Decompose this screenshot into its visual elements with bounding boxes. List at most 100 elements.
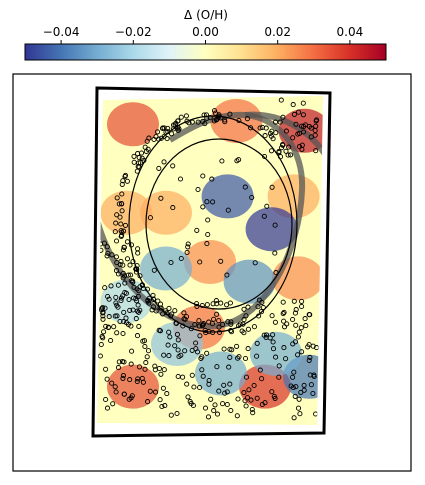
axes-frame bbox=[12, 73, 412, 472]
data-point bbox=[185, 394, 191, 400]
data-point bbox=[248, 125, 254, 131]
data-point bbox=[176, 126, 182, 132]
data-point bbox=[290, 341, 296, 347]
data-point bbox=[310, 343, 316, 349]
cold-spot bbox=[250, 331, 302, 376]
data-point bbox=[203, 330, 209, 336]
cold-spot bbox=[195, 351, 247, 396]
data-point bbox=[204, 241, 210, 247]
data-point bbox=[272, 250, 278, 256]
data-point bbox=[297, 411, 303, 417]
data-point bbox=[308, 382, 314, 388]
data-point bbox=[162, 403, 168, 409]
data-point bbox=[128, 361, 134, 367]
data-point bbox=[161, 352, 167, 358]
data-point bbox=[122, 280, 128, 286]
data-point bbox=[103, 396, 109, 403]
data-point bbox=[110, 401, 116, 407]
data-point bbox=[196, 318, 202, 324]
data-point bbox=[177, 176, 184, 182]
data-point bbox=[225, 207, 231, 213]
data-point bbox=[161, 159, 167, 165]
data-point bbox=[227, 300, 233, 306]
data-point bbox=[120, 270, 126, 276]
data-point bbox=[267, 335, 273, 341]
colorbar-tick-label: 0.00 bbox=[192, 25, 219, 39]
data-point bbox=[204, 350, 210, 356]
data-point bbox=[307, 372, 313, 378]
data-point bbox=[216, 388, 222, 394]
data-point bbox=[227, 381, 233, 387]
data-point bbox=[192, 321, 198, 328]
data-point bbox=[157, 397, 163, 403]
data-point bbox=[242, 355, 249, 362]
data-point bbox=[198, 355, 204, 361]
data-point bbox=[269, 184, 275, 190]
data-point bbox=[287, 152, 294, 158]
data-point bbox=[302, 316, 308, 322]
data-point bbox=[168, 259, 174, 266]
data-point bbox=[301, 387, 307, 393]
data-point bbox=[135, 246, 141, 252]
data-point bbox=[118, 295, 125, 301]
data-point bbox=[121, 309, 127, 315]
data-point bbox=[293, 121, 299, 127]
data-point bbox=[118, 221, 124, 227]
data-point bbox=[101, 240, 107, 246]
data-point bbox=[199, 367, 205, 373]
data-point bbox=[127, 377, 133, 383]
data-point bbox=[139, 375, 145, 381]
data-point bbox=[175, 347, 181, 353]
data-point bbox=[200, 173, 206, 179]
hot-spot bbox=[107, 102, 159, 147]
data-point bbox=[157, 305, 163, 311]
data-point bbox=[168, 412, 174, 418]
data-point bbox=[194, 227, 200, 233]
data-point bbox=[303, 323, 309, 329]
data-point bbox=[183, 113, 189, 119]
hot-spot bbox=[267, 174, 320, 219]
data-point bbox=[134, 333, 141, 339]
data-point bbox=[270, 332, 276, 338]
data-point bbox=[241, 317, 247, 323]
data-point bbox=[191, 384, 197, 390]
data-point bbox=[150, 296, 157, 303]
data-point bbox=[305, 344, 311, 350]
data-point bbox=[202, 327, 208, 333]
data-point bbox=[226, 364, 232, 370]
data-point bbox=[295, 405, 302, 411]
data-point bbox=[220, 321, 226, 328]
data-point bbox=[314, 117, 320, 123]
data-point bbox=[97, 353, 103, 359]
data-point bbox=[185, 241, 191, 247]
data-point bbox=[108, 283, 114, 289]
data-point bbox=[145, 146, 151, 152]
data-point bbox=[221, 346, 227, 352]
data-point bbox=[172, 343, 178, 349]
data-point bbox=[256, 297, 262, 303]
data-point bbox=[300, 112, 306, 118]
cold-spot bbox=[201, 174, 254, 219]
data-point bbox=[268, 148, 275, 154]
data-point bbox=[129, 348, 135, 354]
data-point bbox=[221, 382, 227, 388]
data-point bbox=[115, 304, 121, 310]
data-point bbox=[283, 128, 289, 134]
data-point bbox=[259, 124, 265, 130]
data-point bbox=[205, 217, 211, 223]
data-point bbox=[160, 125, 166, 131]
colorbar bbox=[24, 43, 387, 61]
colorbar-tick-label: 0.04 bbox=[337, 25, 364, 39]
data-point bbox=[136, 155, 142, 161]
data-point bbox=[100, 335, 106, 341]
data-point bbox=[126, 296, 132, 303]
data-point bbox=[262, 133, 268, 139]
data-point bbox=[244, 395, 251, 401]
data-point bbox=[205, 414, 212, 420]
data-point bbox=[142, 366, 148, 372]
data-point bbox=[178, 352, 184, 358]
data-point bbox=[200, 321, 207, 327]
data-point bbox=[291, 369, 297, 375]
data-point bbox=[222, 117, 228, 123]
data-point bbox=[225, 319, 231, 325]
